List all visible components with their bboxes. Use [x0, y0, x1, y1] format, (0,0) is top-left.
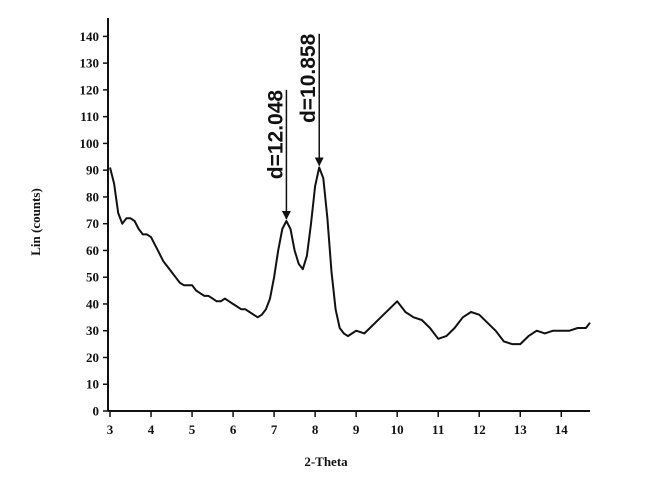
x-tick-label: 11 — [432, 422, 444, 437]
y-tick-label: 140 — [80, 29, 100, 44]
y-tick-label: 50 — [86, 270, 99, 285]
y-tick-label: 80 — [86, 189, 99, 204]
x-tick-label: 5 — [189, 422, 196, 437]
x-tick-label: 4 — [148, 422, 155, 437]
x-tick-label: 9 — [353, 422, 360, 437]
annotation-label: d=12.048 — [264, 90, 287, 180]
y-tick-label: 130 — [80, 56, 100, 71]
y-tick-label: 100 — [80, 136, 100, 151]
y-tick-label: 70 — [86, 216, 99, 231]
x-tick-label: 10 — [391, 422, 404, 437]
data-line — [109, 166, 591, 346]
y-axis-label: Lin (counts) — [28, 188, 43, 256]
y-tick-label: 20 — [86, 350, 99, 365]
x-tick-label: 12 — [473, 422, 486, 437]
y-tick-label: 0 — [93, 404, 100, 419]
x-tick-label: 13 — [514, 422, 528, 437]
y-tick-label: 110 — [80, 109, 99, 124]
y-tick-label: 90 — [86, 163, 99, 178]
x-tick-label: 7 — [271, 422, 278, 437]
y-tick-label: 60 — [86, 243, 99, 258]
x-tick-label: 14 — [555, 422, 569, 437]
x-tick-label: 6 — [230, 422, 237, 437]
y-tick-label: 10 — [86, 377, 99, 392]
x-axis-label: 2-Theta — [304, 454, 348, 469]
x-tick-label: 3 — [107, 422, 114, 437]
y-tick-label: 120 — [80, 82, 100, 97]
y-tick-label: 40 — [86, 296, 99, 311]
x-tick-label: 8 — [312, 422, 319, 437]
annotation-label: d=10.858 — [297, 33, 320, 123]
y-tick-label: 30 — [86, 323, 99, 338]
